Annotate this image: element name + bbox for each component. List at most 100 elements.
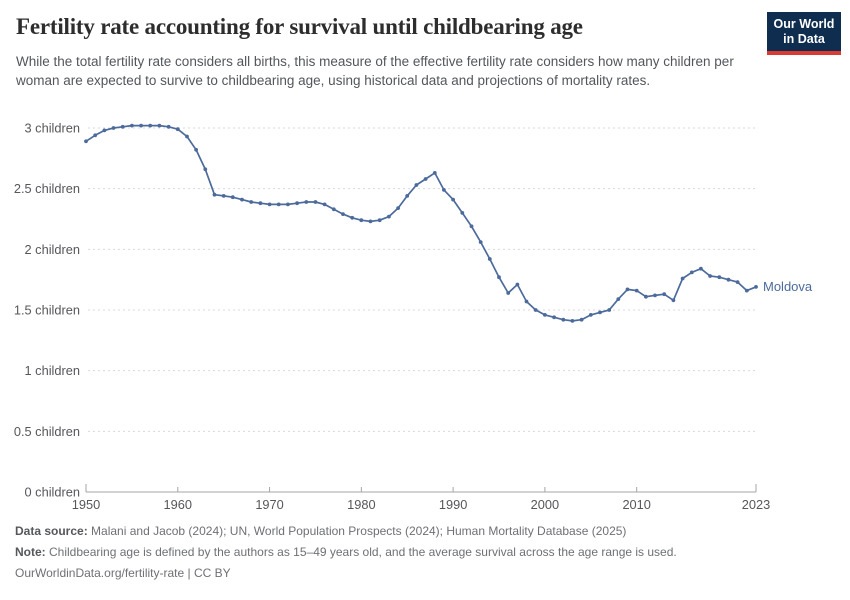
data-point	[331, 207, 336, 212]
data-point	[130, 123, 134, 128]
data-point	[497, 275, 501, 280]
data-point	[588, 313, 593, 317]
data-point	[295, 201, 299, 206]
data-point	[442, 188, 446, 192]
data-point	[451, 197, 455, 202]
chart-subtitle: While the total fertility rate considers…	[16, 54, 734, 89]
data-point	[185, 134, 189, 139]
data-point	[598, 310, 602, 315]
y-axis-tick-label: 3 children	[25, 121, 81, 136]
data-point	[423, 177, 428, 181]
data-point	[102, 128, 107, 133]
data-point	[680, 276, 685, 281]
data-point	[726, 277, 731, 282]
data-point	[230, 195, 235, 200]
data-point	[616, 297, 621, 301]
data-point	[533, 308, 538, 312]
y-axis-tick-label: 2.5 children	[14, 181, 80, 196]
data-point	[653, 293, 657, 298]
data-point	[487, 257, 492, 261]
data-point	[414, 183, 419, 187]
x-axis-tick-label: 2010	[622, 497, 650, 512]
data-point	[359, 218, 364, 223]
note-label: Note:	[15, 545, 46, 559]
x-axis-tick-label: 2000	[531, 497, 559, 512]
data-point	[120, 124, 125, 129]
owid-logo-line1: Our World	[773, 17, 835, 31]
x-axis-tick-label: 1950	[72, 497, 100, 512]
data-source-label: Data source:	[15, 524, 88, 538]
x-axis-tick-label: 1980	[347, 497, 375, 512]
data-point	[84, 139, 88, 144]
data-point	[267, 202, 272, 207]
data-point	[148, 123, 153, 128]
data-point	[139, 123, 144, 128]
data-point	[194, 147, 199, 152]
data-point	[111, 126, 116, 130]
data-point	[644, 294, 648, 299]
data-point	[212, 192, 217, 197]
data-point	[524, 299, 529, 304]
data-point	[543, 313, 547, 317]
data-point	[166, 124, 171, 129]
x-axis-tick-label: 1970	[255, 497, 283, 512]
data-point	[625, 287, 630, 292]
note-line: Note: Childbearing age is defined by the…	[15, 542, 835, 563]
data-point	[662, 292, 667, 297]
data-point	[258, 201, 263, 206]
note-text: Childbearing age is defined by the autho…	[45, 545, 677, 559]
data-point	[689, 270, 694, 275]
data-point	[313, 200, 318, 204]
data-point	[671, 298, 676, 303]
data-point	[276, 202, 281, 207]
data-point	[175, 127, 180, 132]
data-point	[515, 282, 520, 287]
owid-logo-line2: in Data	[783, 32, 825, 46]
x-axis-tick-label: 1990	[439, 497, 467, 512]
y-axis-tick-label: 1.5 children	[14, 303, 80, 318]
data-point	[699, 266, 703, 271]
data-point	[286, 202, 290, 207]
data-point	[735, 280, 740, 284]
data-point	[561, 317, 566, 322]
data-point	[717, 275, 722, 280]
data-point	[249, 200, 254, 204]
data-point	[607, 308, 612, 312]
data-point	[221, 194, 226, 198]
data-point	[432, 171, 437, 175]
x-axis-tick-label: 2023	[742, 497, 770, 512]
data-point	[634, 288, 639, 293]
series-line-moldova	[85, 124, 757, 322]
chart-footer: Data source: Malani and Jacob (2024); UN…	[15, 521, 835, 584]
data-point	[478, 240, 483, 245]
data-point	[570, 319, 575, 323]
license-line: OurWorldinData.org/fertility-rate | CC B…	[15, 566, 231, 580]
data-point	[405, 194, 410, 198]
data-point	[341, 212, 345, 217]
y-axis-tick-label: 0 children	[25, 485, 81, 500]
data-point	[322, 202, 327, 207]
data-point	[460, 211, 465, 215]
data-source-text: Malani and Jacob (2024); UN, World Popul…	[87, 524, 627, 538]
data-point	[754, 285, 758, 289]
data-point	[579, 317, 584, 322]
data-point	[708, 274, 712, 278]
data-point	[377, 218, 382, 223]
data-point	[387, 214, 391, 219]
y-axis-tick-label: 0.5 children	[14, 424, 80, 439]
data-point	[368, 219, 373, 224]
y-axis-tick-label: 2 children	[25, 242, 81, 257]
data-point	[157, 123, 162, 128]
chart-title: Fertility rate accounting for survival u…	[16, 14, 583, 39]
x-axis-tick-label: 1960	[164, 497, 192, 512]
series-end-label: Moldova	[763, 279, 813, 294]
data-point	[350, 215, 355, 220]
data-point	[203, 167, 208, 172]
data-point	[396, 206, 400, 211]
data-point	[744, 288, 749, 293]
data-point	[93, 133, 98, 138]
data-point	[552, 315, 556, 320]
data-point	[506, 291, 511, 295]
